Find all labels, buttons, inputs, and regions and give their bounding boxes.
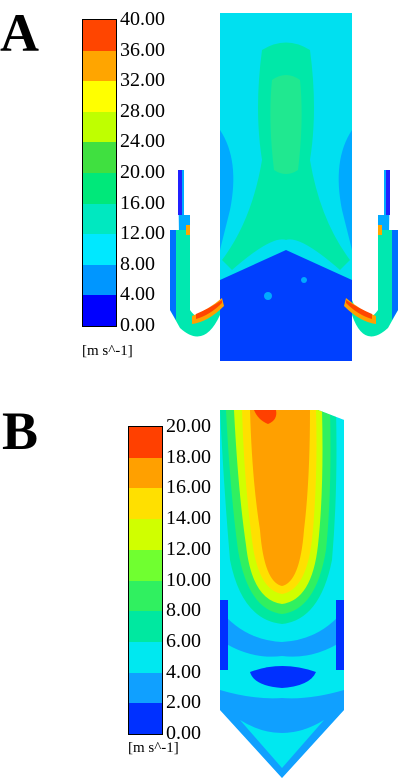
colorbar-tick-label: 0.00 [120,314,155,336]
colorbar-tick-label: 12.00 [166,537,211,560]
colorbar-band [129,457,162,489]
colorbar-tick-label: 20.00 [120,161,165,183]
panel-b-letter: B [2,401,39,461]
colorbar-tick-label: 6.00 [166,629,201,652]
colorbar-band [129,580,162,612]
colorbar-band [83,203,116,235]
colorbar-band [129,549,162,581]
colorbar-band [129,672,162,704]
colorbar-band [129,611,162,642]
colorbar-tick-label: 16.00 [120,191,165,214]
colorbar-tick-label: 18.00 [166,445,211,468]
colorbar-tick-label: 28.00 [120,99,165,122]
velocity-contour-b [220,410,344,778]
colorbar-b [128,426,163,735]
colorbar-tick-label: 36.00 [120,38,165,61]
colorbar-tick-label: 8.00 [120,252,155,275]
colorbar-tick-label: 40.00 [120,8,165,30]
colorbar-band [129,703,162,735]
colorbar-tick-label: 24.00 [120,130,165,153]
velocity-contour-a [170,13,398,361]
panel-a: A 40.00 36.00 32.00 28.00 24.00 20.00 16.00 12.… [0,0,408,380]
colorbar-band [83,81,116,112]
colorbar-b-unit: [m s^-1] [128,740,179,756]
colorbar-band [129,427,162,458]
colorbar-a-unit: [m s^-1] [82,343,133,359]
colorbar-tick-label: 20.00 [166,415,211,437]
colorbar-band [129,519,162,550]
colorbar-a [82,19,117,327]
colorbar-band [129,641,162,673]
colorbar-tick-label: 14.00 [166,507,211,530]
colorbar-band [83,172,116,204]
colorbar-band [83,20,116,51]
colorbar-band [83,111,116,143]
colorbar-band [129,488,162,520]
colorbar-tick-label: 8.00 [166,599,201,622]
panel-a-letter: A [0,3,39,63]
colorbar-tick-label: 0.00 [166,722,201,744]
colorbar-tick-label: 12.00 [120,222,165,245]
panel-b: B 20.00 18.00 16.00 14.00 12.00 10.00 8.00 6.00… [0,390,408,780]
colorbar-tick-label: 4.00 [120,283,155,306]
colorbar-band [83,234,116,265]
colorbar-tick-label: 10.00 [166,568,211,591]
colorbar-tick-label: 16.00 [166,476,211,499]
colorbar-tick-label: 32.00 [120,69,165,92]
colorbar-tick-label: 2.00 [166,691,201,714]
colorbar-band [83,295,116,326]
colorbar-band [83,264,116,296]
colorbar-band [83,50,116,82]
colorbar-band [83,142,116,173]
colorbar-tick-label: 4.00 [166,660,201,683]
